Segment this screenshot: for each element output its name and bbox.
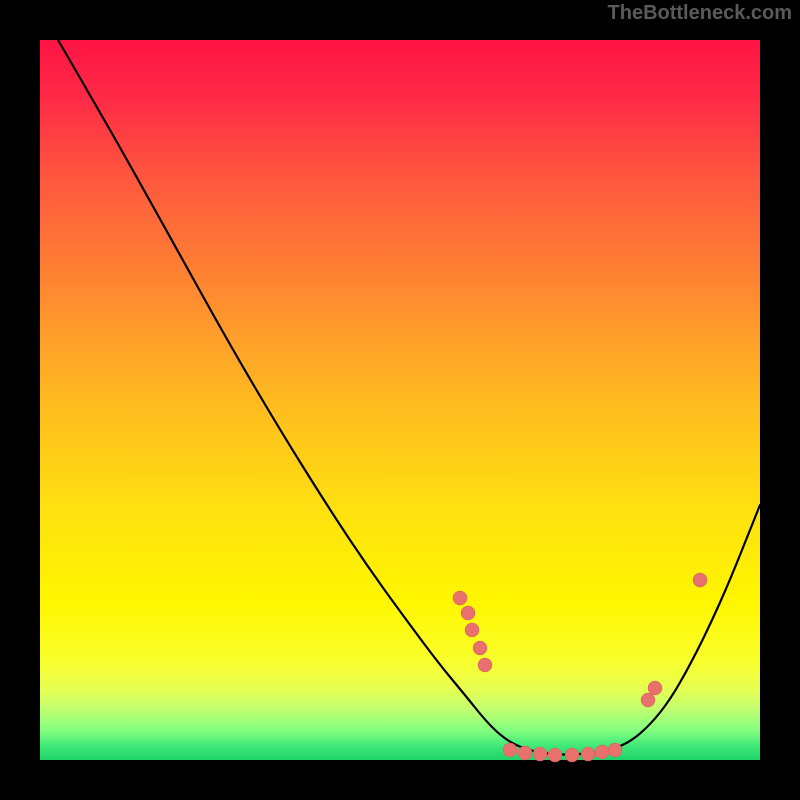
bottleneck-chart (0, 0, 800, 800)
watermark-text: TheBottleneck.com (608, 2, 792, 25)
chart-container: TheBottleneck.com (0, 0, 800, 800)
